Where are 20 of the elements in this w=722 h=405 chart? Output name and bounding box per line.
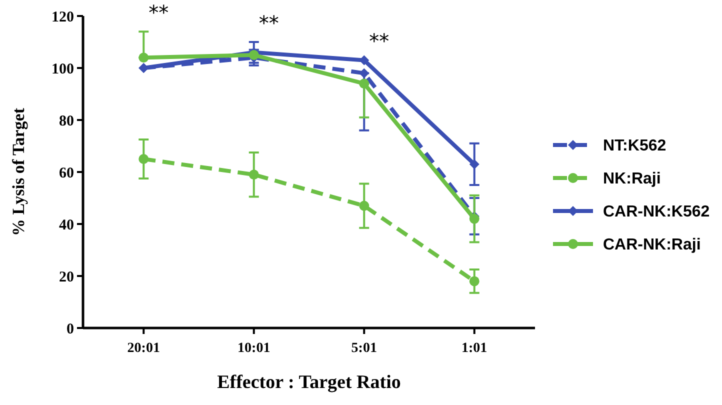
- legend-label: CAR-NK:Raji: [603, 236, 701, 254]
- y-tick-label: 100: [52, 61, 74, 78]
- y-tick-label: 20: [59, 269, 74, 286]
- annotation: **: [148, 0, 169, 25]
- y-tick-label: 0: [66, 321, 74, 338]
- y-axis-title: % Lysis of Target: [9, 108, 28, 236]
- x-tick-label: 10:01: [238, 341, 270, 356]
- y-tick-label: 80: [59, 113, 74, 130]
- y-tick-label: 40: [59, 217, 74, 234]
- annotation: **: [258, 11, 279, 35]
- x-axis-title: Effector : Target Ratio: [217, 372, 401, 393]
- legend-label: NK:Raji: [603, 170, 661, 188]
- x-tick-label: 20:01: [127, 341, 160, 356]
- x-tick-label: 1:01: [462, 341, 488, 356]
- y-tick-label: 60: [59, 165, 74, 182]
- x-tick-label: 5:01: [351, 341, 377, 356]
- legend-label: NT:K562: [603, 138, 666, 155]
- legend-label: CAR-NK:K562: [603, 204, 710, 221]
- y-tick-label: 120: [52, 9, 74, 26]
- annotation: **: [369, 29, 390, 54]
